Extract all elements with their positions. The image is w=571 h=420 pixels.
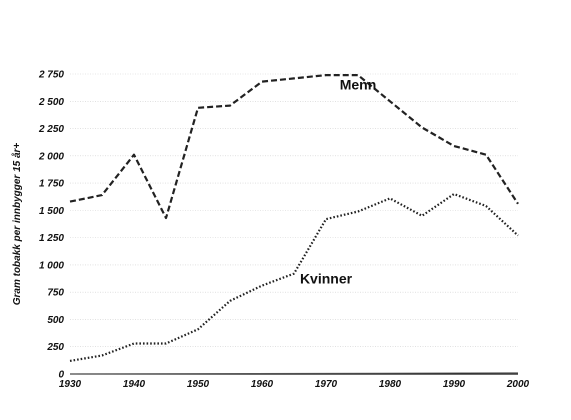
y-tick-label: 1 750: [39, 179, 64, 190]
y-tick-label: 250: [46, 342, 64, 353]
y-tick-label: 2 250: [38, 124, 64, 135]
y-tick-label: 2 000: [38, 151, 64, 162]
x-tick-label: 1990: [443, 379, 466, 390]
y-tick-label: 2 750: [38, 70, 64, 81]
series-labels: Menn Kvinner: [300, 76, 376, 286]
y-tick-labels: 0 250 500 750 1 000 1 250 1 500 1 750 2 000 2 250…: [38, 70, 64, 381]
y-tick-label: 750: [47, 288, 64, 299]
y-axis-label: Gram tobakk per innbygger 15 år+: [11, 143, 23, 306]
x-tick-label: 1970: [315, 379, 338, 390]
series-line-menn: [69, 73, 519, 220]
x-tick-label: 2000: [506, 379, 530, 390]
series-line-kvinner: [69, 192, 519, 362]
x-tick-label: 1980: [379, 379, 402, 390]
x-tick-label: 1960: [251, 379, 274, 390]
y-tick-label: 500: [47, 315, 64, 326]
y-tick-label: 1 250: [39, 233, 64, 244]
series-label-menn: Menn: [340, 76, 377, 92]
y-tick-label: 0: [58, 370, 64, 381]
series-lines: [69, 73, 519, 375]
x-tick-label: 1950: [187, 379, 210, 390]
y-tick-label: 2 500: [38, 97, 64, 108]
y-tick-label: 1 000: [39, 260, 64, 271]
series-line-2: [69, 372, 519, 375]
series-label-kvinner: Kvinner: [300, 270, 353, 286]
y-tick-label: 1 500: [39, 206, 64, 217]
gridlines: [70, 73, 518, 348]
x-tick-label: 1940: [123, 379, 146, 390]
x-tick-label: 1930: [59, 379, 82, 390]
x-tick-labels: 1930 1940 1950 1960 1970 1980 1990 2000: [59, 379, 530, 390]
